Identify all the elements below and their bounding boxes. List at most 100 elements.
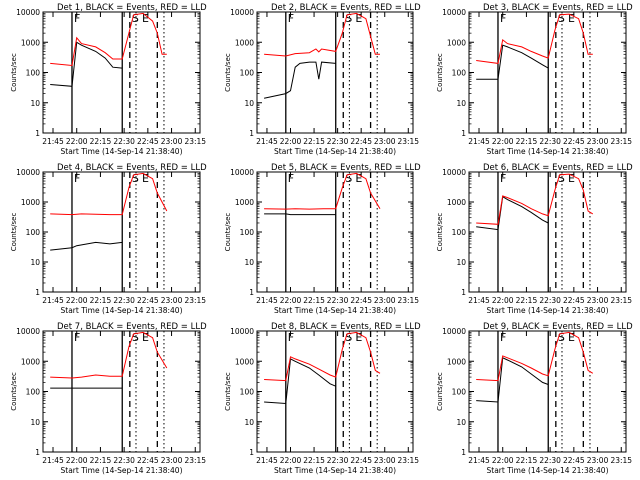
x-tick-label: 21:45 (256, 456, 278, 465)
lld-series-line (264, 12, 380, 57)
interval-letter: E (142, 172, 149, 185)
events-series-line (50, 241, 123, 251)
x-tick-label: 21:45 (468, 137, 490, 146)
y-axis-label: Counts/sec (10, 213, 18, 252)
y-tick-label: 10 (30, 99, 40, 108)
interval-letter: F (500, 172, 506, 185)
interval-letter: E (568, 172, 575, 185)
y-tick-label: 10 (456, 99, 466, 108)
x-tick-label: 22:30 (113, 456, 135, 465)
x-tick-label: 22:45 (350, 296, 372, 305)
x-tick-label: 23:15 (397, 456, 419, 465)
y-tick-label: 1000 (235, 198, 254, 207)
x-tick-label: 22:30 (539, 296, 561, 305)
interval-letter: S (132, 331, 139, 344)
plot-frame (256, 171, 414, 293)
plot-frame (468, 11, 627, 134)
x-tick-label: 21:45 (256, 137, 278, 146)
interval-letter: E (355, 172, 362, 185)
y-tick-label: 1000 (21, 198, 40, 207)
x-axis-label: Start Time (14-Sep-14 21:38:40) (61, 306, 183, 315)
y-tick-label: 10 (30, 258, 40, 267)
plot-frame (42, 11, 201, 134)
lld-series-line (264, 172, 381, 210)
x-tick-label: 22:30 (539, 137, 561, 146)
x-tick-label: 22:15 (516, 456, 538, 465)
panel-title: Det 9, BLACK = Events, RED = LLD (483, 322, 633, 332)
y-tick-label: 100 (26, 388, 41, 397)
x-tick-label: 23:00 (374, 137, 396, 146)
x-tick-label: 23:00 (374, 296, 396, 305)
y-tick-label: 1000 (235, 357, 254, 366)
y-tick-label: 1 (249, 448, 254, 457)
panel-title: Det 7, BLACK = Events, RED = LLD (57, 322, 207, 332)
x-tick-label: 22:15 (303, 137, 325, 146)
x-axis-label: Start Time (14-Sep-14 21:38:40) (61, 147, 183, 156)
x-tick-label: 22:00 (280, 296, 302, 305)
lld-series-line (50, 172, 168, 216)
interval-letter: F (500, 12, 506, 25)
interval-letter: F (500, 331, 506, 344)
y-tick-label: 10000 (442, 168, 466, 177)
y-tick-label: 1 (35, 448, 40, 457)
x-tick-label: 23:15 (184, 296, 206, 305)
y-tick-label: 10 (30, 418, 40, 427)
events-series-line (476, 195, 549, 231)
y-tick-label: 1 (461, 448, 466, 457)
lld-series-line (476, 331, 594, 382)
y-axis-label: Counts/sec (224, 213, 232, 252)
plot-frame (256, 11, 414, 134)
y-tick-label: 1000 (447, 38, 466, 47)
x-tick-label: 22:30 (113, 137, 135, 146)
y-tick-label: 10000 (16, 327, 40, 336)
interval-letter: E (142, 12, 149, 25)
y-tick-label: 1000 (447, 357, 466, 366)
interval-letter: S (558, 331, 565, 344)
y-tick-label: 100 (240, 69, 255, 78)
x-tick-label: 22:30 (327, 137, 349, 146)
interval-letter: S (558, 12, 565, 25)
x-tick-label: 23:00 (374, 456, 396, 465)
x-tick-label: 22:15 (303, 296, 325, 305)
x-axis-label: Start Time (14-Sep-14 21:38:40) (487, 147, 609, 156)
y-tick-label: 10000 (16, 168, 40, 177)
panel-title: Det 2, BLACK = Events, RED = LLD (271, 3, 421, 13)
y-tick-label: 1 (35, 288, 40, 297)
x-tick-label: 22:15 (303, 456, 325, 465)
y-tick-label: 10000 (230, 327, 254, 336)
y-tick-label: 10000 (442, 327, 466, 336)
x-tick-label: 23:00 (587, 456, 609, 465)
x-tick-label: 22:15 (90, 137, 112, 146)
x-tick-label: 21:45 (42, 456, 64, 465)
events-series-line (264, 213, 336, 216)
interval-letter: E (568, 12, 575, 25)
x-tick-label: 21:45 (256, 296, 278, 305)
x-tick-label: 21:45 (42, 296, 64, 305)
events-series-line (263, 61, 336, 99)
x-axis-label: Start Time (14-Sep-14 21:38:40) (61, 466, 183, 475)
y-axis-label: Counts/sec (10, 372, 18, 411)
x-tick-label: 22:45 (563, 137, 585, 146)
y-tick-label: 10000 (16, 8, 40, 17)
interval-letter: E (355, 12, 362, 25)
y-tick-label: 100 (452, 228, 467, 237)
x-tick-label: 22:45 (350, 137, 372, 146)
y-tick-label: 1 (461, 129, 466, 138)
interval-letter: F (288, 172, 294, 185)
x-tick-label: 22:00 (66, 137, 88, 146)
interval-letter: S (345, 12, 352, 25)
y-tick-label: 100 (240, 388, 255, 397)
y-tick-label: 10000 (442, 8, 466, 17)
y-tick-label: 1 (249, 129, 254, 138)
interval-letter: F (288, 12, 294, 25)
x-tick-label: 23:00 (587, 137, 609, 146)
x-tick-label: 23:15 (610, 456, 632, 465)
lld-series-line (476, 173, 594, 225)
x-tick-label: 22:30 (113, 296, 135, 305)
x-tick-label: 23:00 (161, 456, 183, 465)
y-axis-label: Counts/sec (224, 53, 232, 92)
x-tick-label: 22:45 (137, 456, 159, 465)
y-tick-label: 1 (35, 129, 40, 138)
plot-frame (42, 330, 201, 453)
y-tick-label: 100 (240, 228, 255, 237)
